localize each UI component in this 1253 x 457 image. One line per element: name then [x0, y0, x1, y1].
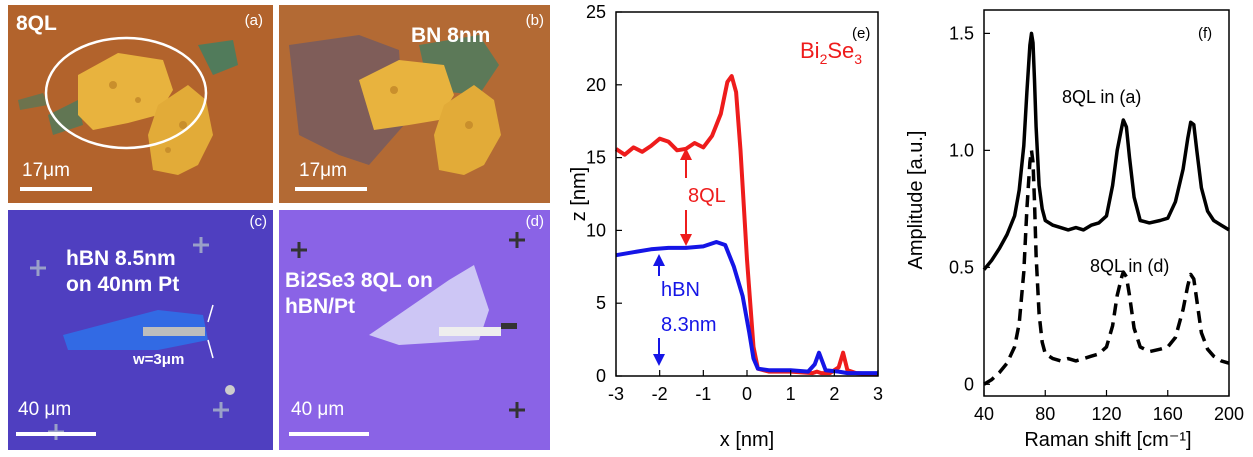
chart-e-xlabel: x [nm]	[720, 429, 774, 451]
chart-f-series-8ql-a	[982, 31, 1230, 271]
chart-e-ytick-label: 20	[586, 75, 606, 95]
chart-f-series-8ql-d	[983, 148, 1230, 386]
chart-e-series-bi2se3	[614, 74, 879, 377]
chart-f-ytick-label: 1.0	[949, 140, 974, 160]
micrograph-b-scale-label: 17μm	[299, 160, 347, 181]
chart-e-xtick-label: 1	[786, 384, 796, 404]
micrograph-c-features	[30, 237, 235, 440]
micrograph-d-scale-label: 40 μm	[291, 399, 345, 420]
chart-e-annotation-bi2se3: Bi2Se3	[800, 38, 862, 67]
chart-e-ytick-label: 0	[596, 366, 606, 386]
micrograph-c-label-1: hBN 8.5nm	[66, 247, 176, 270]
micrograph-b-letter: (b)	[525, 12, 544, 29]
chart-f-ytick-label: 1.5	[949, 23, 974, 43]
chart-e-annotation-8ql: 8QL	[688, 185, 726, 207]
chart-f-panel-letter: (f)	[1198, 25, 1212, 42]
chart-f-annotation-d: 8QL in (d)	[1090, 256, 1169, 276]
chart-e-blue-arrows	[653, 254, 665, 366]
chart-e-xtick-label: 3	[873, 384, 883, 404]
micrograph-a-scale-label: 17μm	[22, 160, 70, 181]
micrograph-d-label-1: Bi2Se3 8QL on	[285, 269, 433, 292]
micrograph-a-features	[18, 36, 238, 175]
micrograph-c-scale-bar	[16, 432, 96, 436]
micrograph-c-label-2: on 40nm Pt	[66, 273, 180, 296]
chart-e-panel-letter: (e)	[852, 25, 870, 42]
chart-f-xtick-label: 200	[1214, 404, 1244, 424]
micrograph-d: Bi2Se3 8QL on hBN/Pt (d) 40 μm	[279, 210, 550, 450]
micrograph-d-features	[291, 232, 525, 418]
chart-e-xtick-label: -3	[608, 384, 624, 404]
chart-f-xtick-label: 120	[1091, 404, 1121, 424]
micrograph-c-width-label: w=3μm	[133, 351, 185, 368]
micrograph-b-features	[289, 35, 501, 175]
micrograph-a: 8QL (a) 17μm	[8, 5, 273, 203]
chart-f-ytick-label: 0.5	[949, 257, 974, 277]
chart-e-xtick-label: -1	[695, 384, 711, 404]
chart-f-xtick-label: 160	[1153, 404, 1183, 424]
micrograph-b-scale-bar	[295, 187, 367, 191]
chart-e-xtick-label: -2	[652, 384, 668, 404]
chart-f-xtick-label: 80	[1035, 404, 1055, 424]
chart-f-xlabel: Raman shift [cm⁻¹]	[1024, 429, 1191, 451]
micrograph-d-letter: (d)	[525, 213, 544, 230]
chart-e-ytick-label: 10	[586, 220, 606, 240]
micrograph-c: hBN 8.5nm on 40nm Pt (c) w=3μm 40 μm	[8, 210, 273, 450]
chart-f-ylabel: Amplitude [a.u.]	[905, 131, 927, 270]
micrograph-d-label-2: hBN/Pt	[285, 295, 355, 318]
chart-e-frame	[615, 11, 879, 377]
micrograph-d-scale-bar	[289, 432, 369, 436]
chart-e-annotation-hbn: hBN	[661, 279, 700, 301]
chart-e-ytick-label: 5	[596, 293, 606, 313]
chart-f-annotation-a: 8QL in (a)	[1062, 87, 1141, 107]
chart-e-xtick-label: 0	[742, 384, 752, 404]
chart-e-ylabel: z [nm]	[568, 167, 590, 221]
micrograph-c-letter: (c)	[249, 213, 268, 230]
chart-f-xtick-label: 40	[974, 404, 994, 424]
chart-e-xtick-label: 2	[829, 384, 839, 404]
chart-e-ytick-label: 25	[586, 2, 606, 22]
chart-f-ytick-label: 0	[964, 374, 974, 394]
micrograph-b-label: BN 8nm	[411, 24, 491, 47]
chart-e-annotation-thickness: 8.3nm	[661, 314, 717, 336]
micrograph-b: BN 8nm (b) 17μm	[279, 5, 550, 203]
chart-e-ytick-label: 15	[586, 148, 606, 168]
micrograph-a-label: 8QL	[16, 12, 57, 35]
micrograph-a-letter: (a)	[244, 12, 263, 29]
micrograph-c-scale-label: 40 μm	[18, 399, 72, 420]
micrograph-a-scale-bar	[20, 187, 92, 191]
chart-e-red-arrows	[680, 148, 692, 246]
chart-e-series-hbn	[615, 240, 878, 376]
chart-f-frame	[983, 9, 1230, 397]
